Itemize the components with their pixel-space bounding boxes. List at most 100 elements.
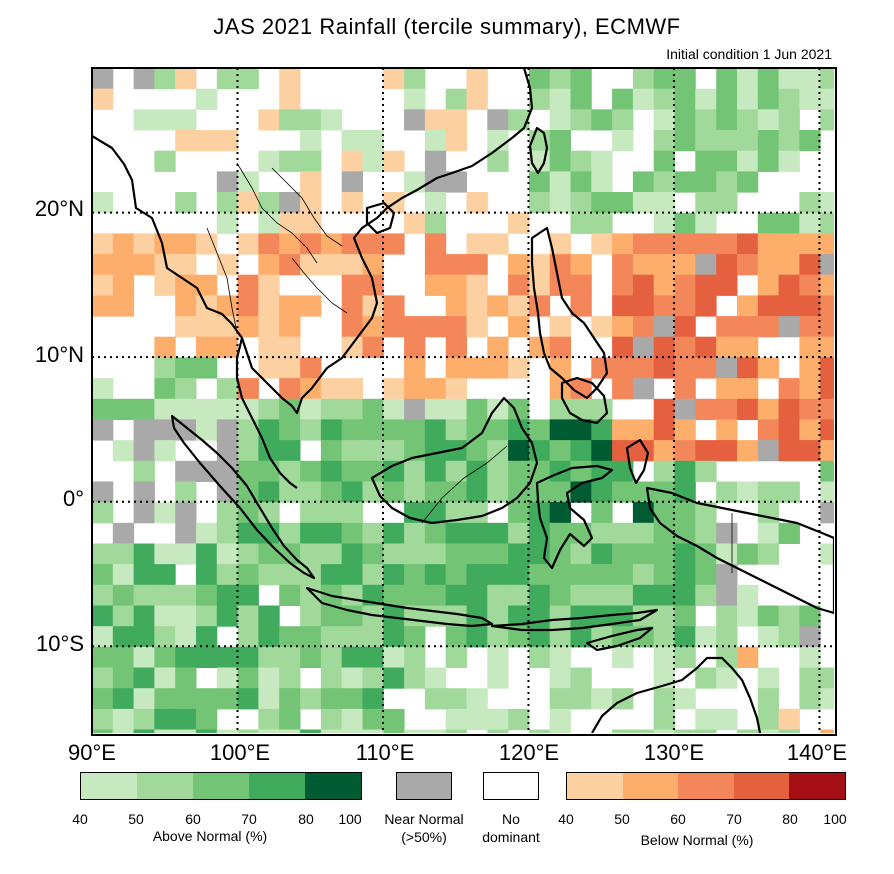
forecast-cell xyxy=(175,584,197,606)
forecast-cell xyxy=(383,481,405,503)
forecast-cell xyxy=(424,233,447,255)
forecast-cell xyxy=(196,605,218,627)
forecast-cell xyxy=(279,150,301,172)
forecast-cell xyxy=(404,481,426,503)
forecast-cell xyxy=(424,481,447,503)
forecast-cell xyxy=(320,708,343,731)
forecast-cell xyxy=(258,667,280,689)
forecast-cell xyxy=(341,584,363,606)
forecast-cell xyxy=(300,543,322,565)
forecast-cell xyxy=(716,109,738,131)
forecast-cell xyxy=(92,543,114,565)
forecast-cell xyxy=(362,543,384,565)
forecast-cell xyxy=(466,543,488,565)
forecast-cell xyxy=(320,440,343,462)
forecast-cell xyxy=(424,584,447,606)
map-title: JAS 2021 Rainfall (tercile summary), ECM… xyxy=(213,14,681,39)
forecast-cell xyxy=(383,419,405,441)
forecast-cell xyxy=(362,626,384,648)
forecast-cell xyxy=(820,729,834,733)
forecast-cell xyxy=(320,233,343,255)
forecast-cell xyxy=(674,584,696,606)
forecast-cell xyxy=(612,233,634,255)
forecast-cell xyxy=(383,440,405,462)
forecast-cell xyxy=(279,68,301,90)
forecast-cell xyxy=(196,584,218,606)
forecast-cell xyxy=(404,460,426,482)
forecast-cell xyxy=(445,522,467,544)
forecast-cell xyxy=(487,584,509,606)
forecast-cell xyxy=(549,646,571,668)
forecast-cell xyxy=(112,254,135,276)
forecast-cell xyxy=(424,378,447,400)
forecast-cell xyxy=(466,626,488,648)
forecast-cell xyxy=(632,274,655,296)
forecast-cell xyxy=(757,88,780,110)
forecast-cell xyxy=(820,481,834,503)
forecast-cell xyxy=(716,440,738,462)
forecast-cell xyxy=(154,667,176,689)
forecast-cell xyxy=(466,708,488,731)
forecast-cell xyxy=(112,274,135,296)
forecast-cell xyxy=(653,357,675,379)
forecast-cell xyxy=(737,171,759,193)
forecast-cell xyxy=(757,419,780,441)
forecast-cell xyxy=(757,688,780,710)
forecast-cell xyxy=(799,336,821,358)
forecast-cell xyxy=(632,543,655,565)
forecast-cell xyxy=(404,522,426,544)
legend-below-swatch-70-80 xyxy=(733,773,790,799)
forecast-cell xyxy=(237,626,259,648)
forecast-cell xyxy=(695,212,717,234)
forecast-cell xyxy=(757,68,780,90)
forecast-cell xyxy=(716,584,738,606)
forecast-cell xyxy=(404,543,426,565)
forecast-cell xyxy=(695,150,717,172)
legend-above-swatch-60-70 xyxy=(193,773,249,799)
forecast-cell xyxy=(799,357,821,379)
forecast-cell xyxy=(487,357,509,379)
forecast-cell xyxy=(445,729,467,733)
forecast-cell xyxy=(757,109,780,131)
forecast-cell xyxy=(258,708,280,731)
forecast-cell xyxy=(237,522,259,544)
forecast-cell xyxy=(362,295,384,317)
forecast-cell xyxy=(466,419,488,441)
coastline-halmahera xyxy=(625,438,650,485)
forecast-cell xyxy=(112,543,135,565)
forecast-cell xyxy=(653,543,675,565)
forecast-cell xyxy=(362,564,384,586)
forecast-cell xyxy=(549,88,571,110)
forecast-cell xyxy=(300,357,322,379)
coastlines xyxy=(92,68,834,733)
forecast-cell xyxy=(653,233,675,255)
forecast-cell xyxy=(591,688,613,710)
forecast-cell xyxy=(674,274,696,296)
forecast-cell xyxy=(341,667,363,689)
forecast-cell xyxy=(695,708,717,731)
forecast-cell xyxy=(612,440,634,462)
forecast-cell xyxy=(196,130,218,152)
forecast-cell xyxy=(237,68,259,90)
forecast-cell xyxy=(216,667,239,689)
forecast-cell xyxy=(674,646,696,668)
forecast-cell xyxy=(549,68,571,90)
coastline-mainland-asia xyxy=(92,68,534,415)
forecast-cell xyxy=(653,688,675,710)
forecast-cell xyxy=(341,398,363,420)
forecast-cell xyxy=(778,626,800,648)
forecast-cell xyxy=(237,192,259,214)
forecast-cell xyxy=(279,233,301,255)
forecast-cell xyxy=(612,688,634,710)
forecast-cell xyxy=(487,150,509,172)
forecast-cell xyxy=(612,336,634,358)
forecast-cell xyxy=(92,233,114,255)
forecast-cell xyxy=(216,130,239,152)
legend-below-tick: 60 xyxy=(670,811,686,827)
forecast-cell xyxy=(279,398,301,420)
forecast-cell xyxy=(92,192,114,214)
forecast-cell xyxy=(92,419,114,441)
forecast-cell xyxy=(632,440,655,462)
forecast-cell xyxy=(591,522,613,544)
forecast-cell xyxy=(549,688,571,710)
